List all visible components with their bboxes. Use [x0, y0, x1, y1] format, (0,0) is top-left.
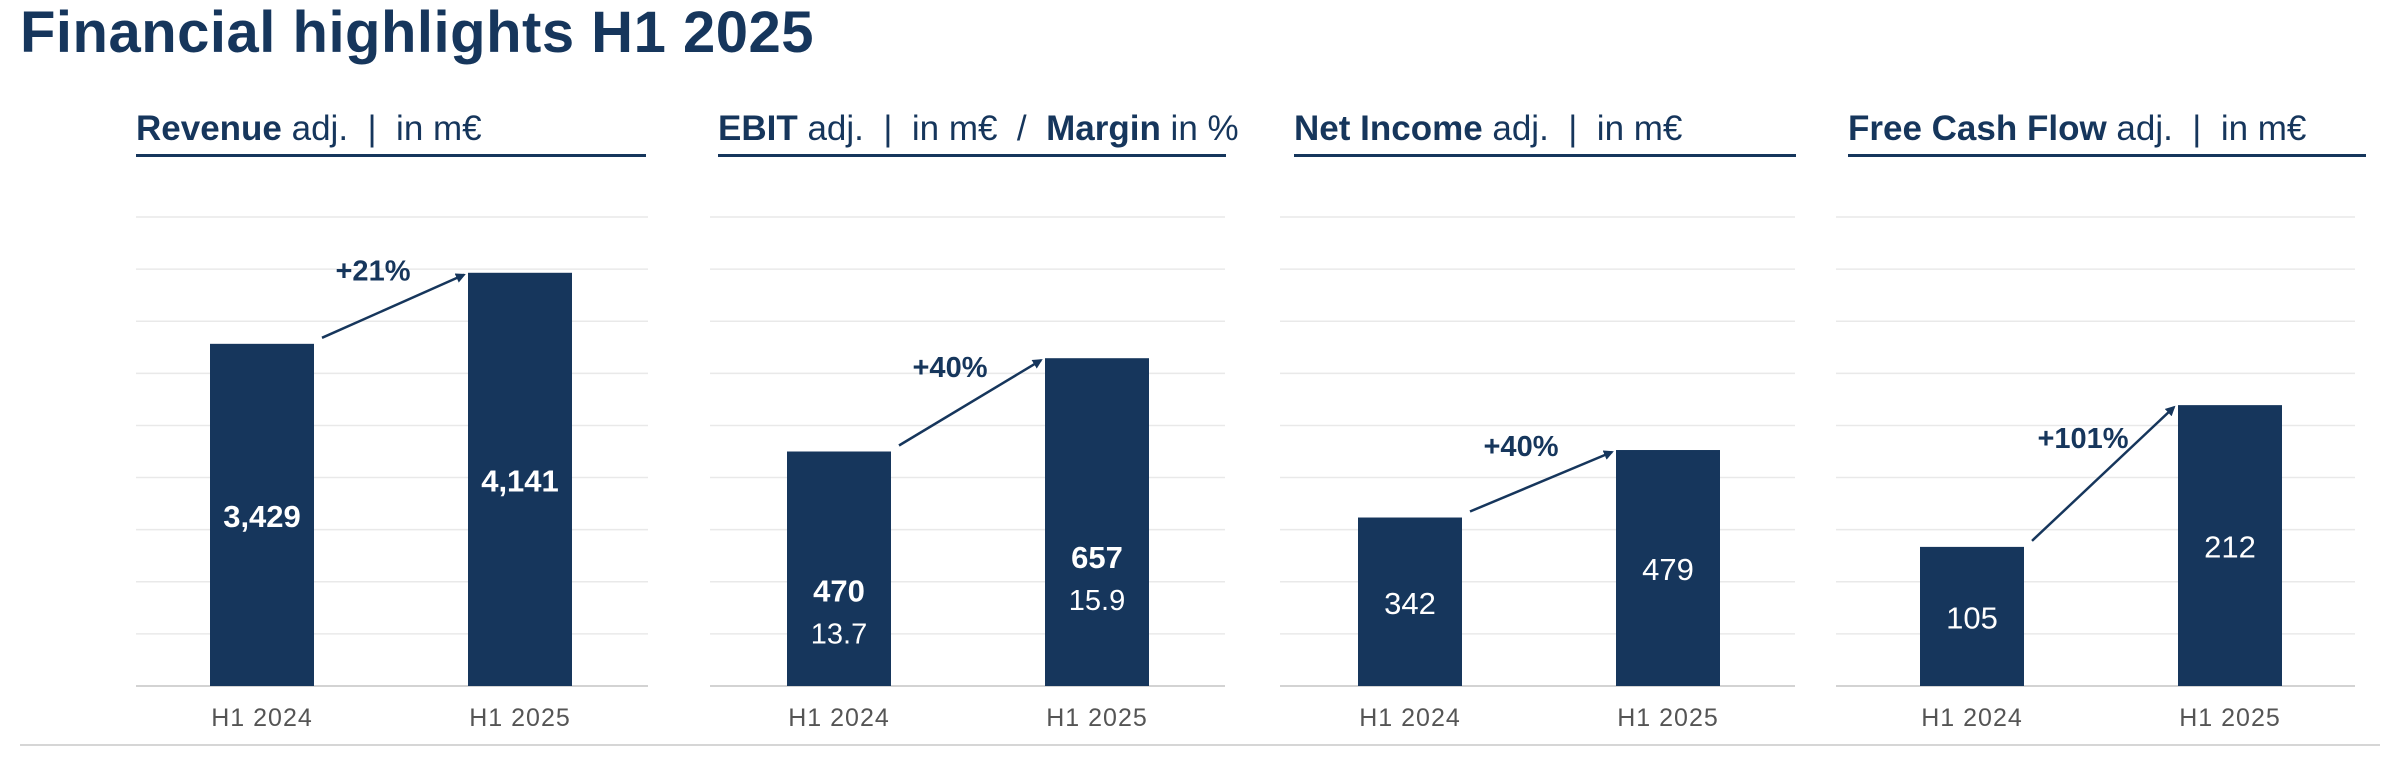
panel-title-part: adj. | in m€ /: [797, 109, 1047, 148]
data-label: 342: [1384, 586, 1436, 621]
panel-header-revenue: Revenue adj. | in m€: [136, 104, 646, 157]
category-label: H1 2024: [211, 704, 313, 732]
bar: [1045, 358, 1149, 686]
panel-title-part: adj. | in m€: [2106, 109, 2307, 148]
panel-title-part: adj. | in m€: [1482, 109, 1683, 148]
margin-label: 13.7: [811, 619, 867, 651]
bar: [1920, 546, 2024, 686]
change-label: +101%: [2037, 423, 2128, 455]
data-label: 470: [813, 574, 865, 609]
panel-title-part: Margin: [1046, 109, 1161, 148]
margin-label: 15.9: [1069, 585, 1125, 617]
growth-arrow: [321, 273, 466, 339]
category-label: H1 2025: [469, 704, 571, 732]
category-label: H1 2025: [1046, 704, 1148, 732]
change-label: +40%: [913, 352, 988, 384]
data-label: 657: [1071, 540, 1123, 575]
category-label: H1 2024: [1921, 704, 2023, 732]
panel-title-part: Free Cash Flow: [1848, 109, 2107, 148]
category-label: H1 2025: [1617, 704, 1719, 732]
growth-arrow: [2031, 405, 2176, 542]
change-label: +40%: [1484, 431, 1559, 463]
growth-arrow: [1469, 450, 1614, 513]
panel-title-part: EBIT: [718, 109, 798, 148]
bottom-divider: [20, 744, 2380, 746]
panel-title-part: Net Income: [1294, 109, 1483, 148]
change-label: +21%: [336, 255, 411, 287]
data-label: 105: [1946, 600, 1998, 635]
panel-title-part: Revenue: [136, 109, 282, 148]
bar: [1358, 517, 1462, 686]
bar: [468, 272, 572, 686]
bar: [787, 451, 891, 686]
data-label: 3,429: [223, 499, 301, 534]
category-label: H1 2024: [1359, 704, 1461, 732]
panel-title-part: adj. | in m€: [281, 109, 482, 148]
data-label: 212: [2204, 530, 2256, 565]
panel-header-net-income: Net Income adj. | in m€: [1294, 104, 1796, 157]
growth-arrow: [898, 359, 1043, 447]
data-label: 4,141: [481, 463, 559, 498]
bar: [210, 343, 314, 686]
category-label: H1 2025: [2179, 704, 2281, 732]
panel-title-part: in %: [1160, 109, 1239, 148]
bar: [2178, 405, 2282, 686]
data-label: 479: [1642, 552, 1694, 587]
panel-header-ebit: EBIT adj. | in m€ / Margin in %: [718, 104, 1239, 157]
bar: [1616, 450, 1720, 686]
category-label: H1 2024: [788, 704, 890, 732]
panel-header-free-cash-flow: Free Cash Flow adj. | in m€: [1848, 104, 2366, 157]
page-title: Financial highlights H1 2025: [20, 0, 814, 65]
